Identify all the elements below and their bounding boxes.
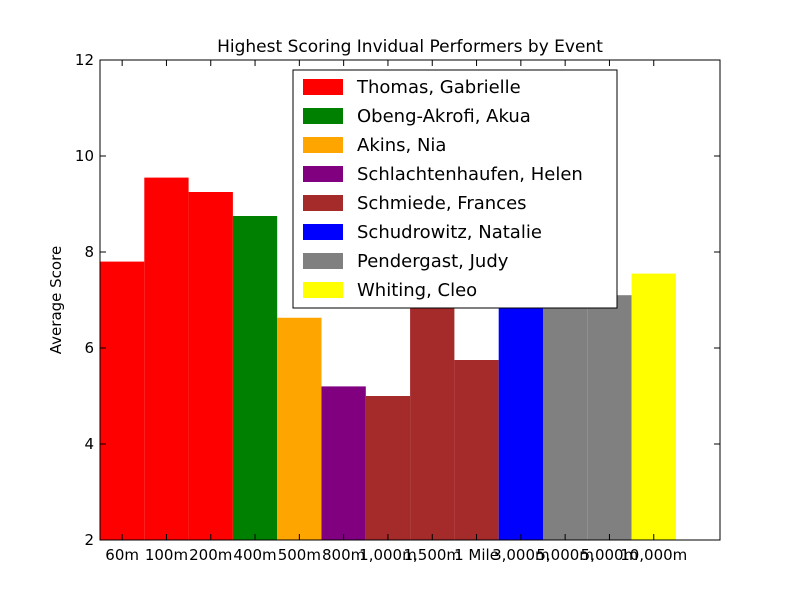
y-tick-label: 2 [84,531,94,549]
bar-0 [100,261,145,540]
bar-9 [498,297,543,540]
x-tick-label: 5,000m [581,546,639,564]
axes-group [99,59,721,541]
bar-6 [365,396,411,540]
y-tick-label: 10 [75,147,94,165]
y-tick-label: 6 [84,339,94,357]
bar-11 [587,295,632,540]
x-tick-label: 1,000m [359,546,417,564]
bar-10 [543,295,588,540]
x-tick-label: 500m [278,546,321,564]
x-tick-label: 3,000m [492,546,550,564]
bar-2 [188,192,233,540]
legend-label: Thomas, Gabrielle [356,77,521,98]
bar-5 [321,386,366,540]
plot-frame [99,59,721,541]
legend-swatch [303,166,343,182]
y-tick-label: 12 [75,51,94,69]
legend-swatch [303,108,343,124]
legend-label: Obeng-Akrofi, Akua [357,106,531,127]
x-tick-label: 1,500m [403,546,461,564]
legend-swatch [303,224,343,240]
legend-swatch [303,137,343,153]
legend-label: Schmiede, Frances [357,193,527,214]
legend-label: Whiting, Cleo [357,280,477,301]
chart-title: Highest Scoring Invidual Performers by E… [217,37,603,57]
legend-swatch [303,195,343,211]
x-tick-label: 10,000m [620,546,687,564]
legend-swatch [303,282,343,298]
legend-label: Pendergast, Judy [357,251,509,272]
bar-12 [631,273,676,540]
bar-4 [277,317,322,540]
x-tick-label: 1 Mile [454,546,499,564]
y-tick-label: 4 [84,435,94,453]
y-tick-label: 8 [84,243,94,261]
x-tick-label: 100m [145,546,188,564]
bar-7 [410,276,455,540]
y-axis-label: Average Score [47,246,65,354]
x-tick-label: 800m [322,546,365,564]
legend-swatch [303,79,343,95]
legend-label: Schudrowitz, Natalie [357,222,542,243]
x-tick-label: 60m [105,546,139,564]
legend-label: Schlachtenhaufen, Helen [357,164,583,185]
bars-group [100,177,676,540]
x-tick-label: 200m [189,546,232,564]
bar-3 [232,216,278,540]
y-ticks-group: 2 4 6 8 10 12 [75,51,720,549]
legend-swatch [303,253,343,269]
bar-8 [454,360,499,540]
legend-label: Akins, Nia [357,135,446,156]
x-tick-label: 5,000m [536,546,594,564]
legend-box [292,69,618,309]
legend: Thomas, Gabrielle Obeng-Akrofi, Akua Akins… [292,69,618,309]
x-tick-label: 400m [233,546,276,564]
bar-1 [144,177,189,540]
